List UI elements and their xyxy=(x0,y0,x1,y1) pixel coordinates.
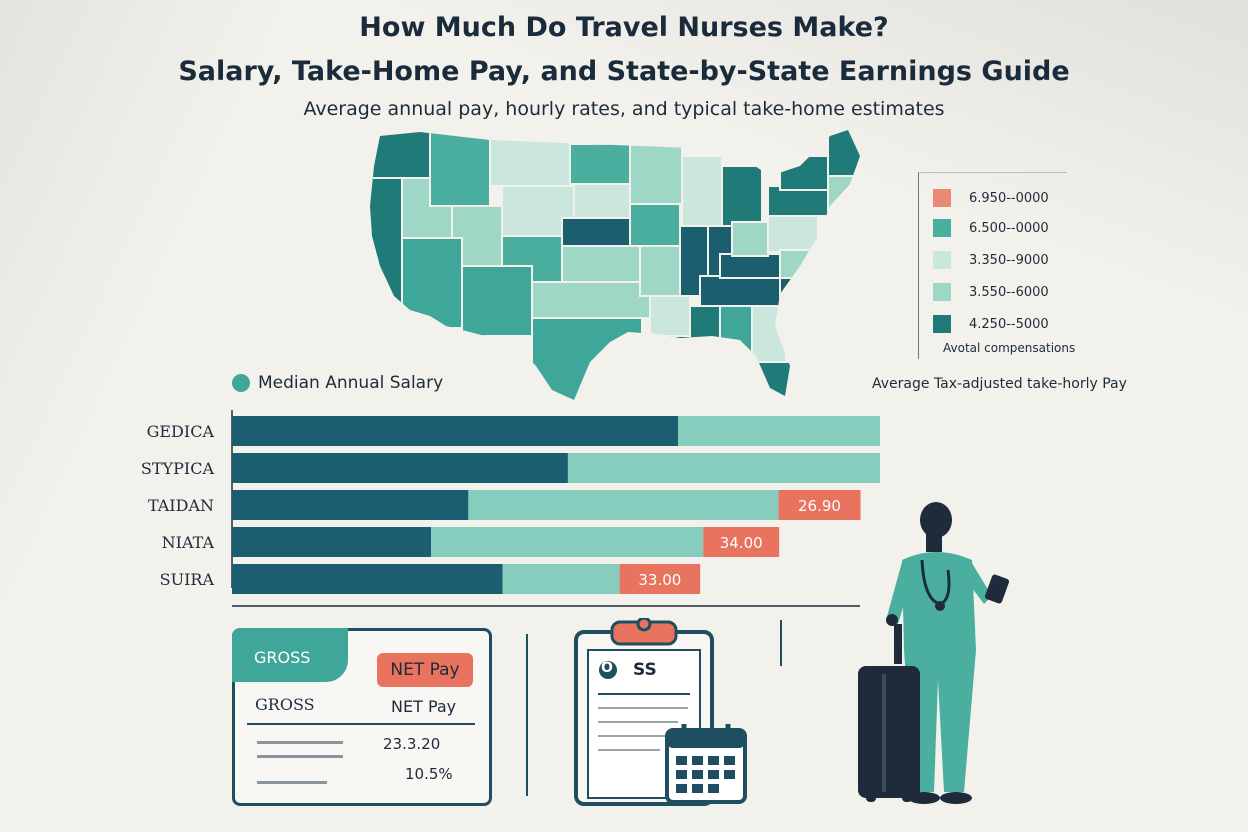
average-legend-label: Average Tax-adjusted take-horly Pay xyxy=(872,376,1127,392)
legend-swatch xyxy=(933,315,951,333)
legend-label: 3.550--6000 xyxy=(969,284,1049,300)
placeholder-line xyxy=(257,755,343,758)
map-region-north-carolina xyxy=(779,277,841,307)
legend-swatch xyxy=(933,189,951,207)
bar-segment-0 xyxy=(232,416,679,446)
stacked-bar-chart: GEDICA28.000STYPICA31.8.00TAIDAN26.90NIA… xyxy=(141,410,880,607)
clipboard-title: O SS xyxy=(601,660,657,680)
bar-segment-1 xyxy=(468,490,779,520)
calendar-icon xyxy=(665,724,747,804)
map-region-new-mexico xyxy=(461,265,533,337)
legend-swatch xyxy=(933,219,951,237)
map-region-kentucky xyxy=(719,253,781,279)
legend-item: 3.550--6000 xyxy=(933,283,1049,301)
map-region-northwest xyxy=(370,130,431,179)
legend-label: 3.350--9000 xyxy=(969,252,1049,268)
net-pay-label: NET Pay xyxy=(391,697,457,716)
median-legend-dot xyxy=(232,374,250,392)
bar-segment-0 xyxy=(232,490,469,520)
gross-net-panel: GROSS NET Pay GROSS NET Pay 23.3.20 10.5… xyxy=(232,628,492,806)
map-region-minnesota xyxy=(629,143,683,205)
bar-value-label: 26.90 xyxy=(798,497,841,515)
map-region-tennessee xyxy=(699,275,781,307)
category-label: STYPICA xyxy=(141,459,215,478)
map-region-california xyxy=(370,177,403,317)
bar-segment-0 xyxy=(232,564,503,594)
legend-item: 6.950--0000 xyxy=(933,189,1049,207)
bar-segment-2 xyxy=(619,564,701,594)
map-region-idaho xyxy=(429,130,491,207)
gross-tab: GROSS xyxy=(232,628,348,682)
net-value-1: 23.3.20 xyxy=(383,735,441,753)
category-label: GEDICA xyxy=(147,422,215,441)
map-region-wisconsin xyxy=(681,155,723,227)
bar-group: GEDICA28.000STYPICA31.8.00TAIDAN26.90NIA… xyxy=(141,416,880,594)
map-region-louisiana xyxy=(641,335,691,397)
map-region-georgia xyxy=(751,301,787,363)
section-divider xyxy=(526,634,528,796)
category-label: NIATA xyxy=(162,533,215,552)
gross-label: GROSS xyxy=(255,695,315,714)
map-region-mississippi xyxy=(689,305,721,397)
gross-tab-label: GROSS xyxy=(254,648,311,667)
clipboard-title-text: SS xyxy=(633,660,657,680)
legend-label: 6.950--0000 xyxy=(969,190,1049,206)
legend-item: 3.350--9000 xyxy=(933,251,1049,269)
map-region-virginia xyxy=(779,249,833,281)
legend-footer: Avotal compensations xyxy=(943,341,1076,355)
map-region-missouri xyxy=(639,245,685,297)
bar-value-label: 33.00 xyxy=(638,571,681,589)
map-region-north-dakota xyxy=(569,143,631,185)
map-region-alabama xyxy=(719,305,753,397)
map-region-south-carolina xyxy=(785,305,827,337)
panel-divider-line xyxy=(247,723,475,725)
bar-segment-1 xyxy=(678,416,880,446)
bar-segment-0 xyxy=(232,453,568,483)
nurse-illustration xyxy=(858,502,1010,804)
clipboard-badge: O xyxy=(601,660,613,676)
legend-item: 4.250--5000 xyxy=(933,315,1049,333)
map-region-nebraska xyxy=(561,217,631,247)
legend-label: 4.250--5000 xyxy=(969,316,1049,332)
map-region-iowa xyxy=(629,203,681,247)
placeholder-line xyxy=(257,781,327,784)
bar-segment-2 xyxy=(778,490,861,520)
map-region-arkansas xyxy=(649,295,691,337)
map-region-montana xyxy=(489,130,571,187)
bar-value-label: 34.00 xyxy=(720,534,763,552)
legend-item: 6.500--0000 xyxy=(933,219,1049,237)
page-title-line2: Salary, Take-Home Pay, and State-by-Stat… xyxy=(178,56,1070,87)
bar-segment-1 xyxy=(567,453,880,483)
map-region-new-england xyxy=(827,175,860,217)
median-legend-label: Median Annual Salary xyxy=(258,373,444,393)
map-legend: 6.950--0000 6.500--0000 3.350--9000 3.55… xyxy=(918,172,1075,359)
map-region-kansas xyxy=(561,245,641,283)
map-region-michigan xyxy=(721,165,763,227)
map-region-arizona xyxy=(401,237,463,329)
section-divider xyxy=(780,620,782,666)
legend-swatch xyxy=(933,251,951,269)
legend-swatch xyxy=(933,283,951,301)
bar-segment-0 xyxy=(232,527,432,557)
page-title-line1: How Much Do Travel Nurses Make? xyxy=(359,12,889,43)
bar-segment-2 xyxy=(703,527,780,557)
placeholder-line xyxy=(257,741,343,744)
net-pay-pill: NET Pay xyxy=(377,653,473,687)
map-region-texas xyxy=(531,317,643,400)
map-region-maine xyxy=(827,130,860,177)
map-region-ohio xyxy=(731,221,769,257)
bar-segment-1 xyxy=(431,527,704,557)
map-region-west-virginia xyxy=(767,211,819,253)
map-region-new-york xyxy=(779,155,833,191)
us-map xyxy=(370,130,860,400)
map-region-south-dakota xyxy=(573,183,631,219)
map-region-oklahoma xyxy=(531,281,651,319)
legend-label: 6.500--0000 xyxy=(969,220,1049,236)
category-label: TAIDAN xyxy=(148,496,214,515)
category-label: SUIRA xyxy=(160,570,215,589)
net-value-2: 10.5% xyxy=(405,765,453,783)
page-subtitle: Average annual pay, hourly rates, and ty… xyxy=(303,98,945,120)
bar-segment-1 xyxy=(502,564,620,594)
